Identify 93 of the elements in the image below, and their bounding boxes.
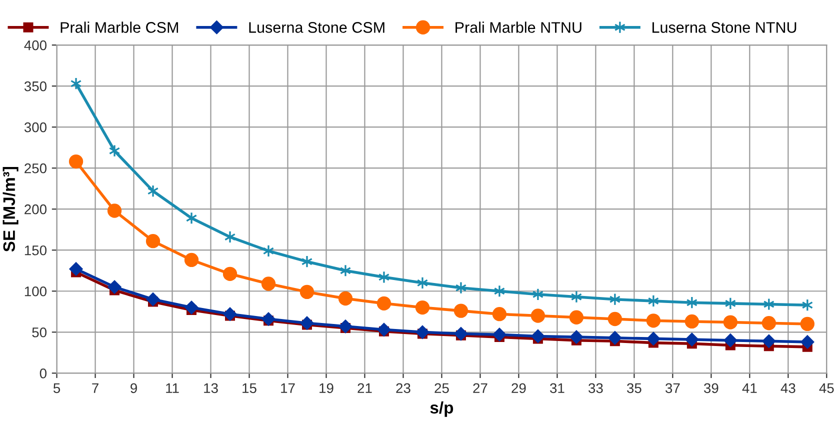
point: [378, 270, 390, 284]
x-tick-label: 29: [512, 383, 526, 394]
point: [762, 334, 776, 348]
y-tick-label: 350: [24, 81, 47, 92]
point: [146, 292, 160, 306]
x-tick-label: 43: [780, 383, 796, 394]
point: [108, 280, 122, 294]
point: [646, 314, 661, 328]
point: [608, 312, 622, 326]
point: [300, 316, 314, 330]
point: [531, 330, 545, 343]
x-tick-label: 27: [473, 383, 488, 393]
legend-label: Prali Marble NTNU: [456, 22, 582, 33]
point: [608, 331, 622, 345]
point: [569, 310, 584, 324]
point: [262, 312, 276, 326]
y-tick-label: 50: [32, 327, 47, 338]
point: [492, 307, 507, 322]
point: [415, 300, 430, 315]
x-axis-title: s/p: [430, 401, 454, 417]
point: [186, 212, 198, 225]
point: [686, 296, 698, 309]
point: [301, 255, 313, 268]
y-tick-label: 0: [40, 368, 47, 378]
point: [494, 284, 506, 298]
x-tick-label: 23: [396, 383, 410, 394]
point: [570, 330, 584, 344]
x-tick-label: 33: [588, 383, 603, 394]
y-tick-label: 400: [24, 40, 47, 50]
point: [724, 334, 738, 348]
point: [416, 325, 430, 339]
point: [108, 144, 120, 158]
point: [338, 291, 353, 306]
point: [800, 335, 814, 349]
point: [184, 300, 198, 314]
y-tick-label: 100: [24, 286, 47, 296]
point: [340, 264, 352, 278]
point: [70, 77, 82, 90]
x-tick-label: 31: [550, 383, 564, 394]
x-tick-label: 21: [358, 383, 372, 393]
legend-label: Luserna Stone CSM: [249, 22, 384, 33]
point: [223, 307, 237, 321]
point: [646, 332, 660, 346]
x-tick-label: 35: [626, 383, 642, 394]
point: [609, 292, 621, 306]
point: [454, 304, 468, 318]
point: [454, 327, 468, 341]
y-tick-label: 150: [24, 245, 47, 256]
x-tick-label: 37: [665, 383, 680, 394]
point: [416, 276, 428, 290]
legend-label: Prali Marble CSM: [60, 22, 178, 33]
point: [147, 184, 159, 198]
point: [684, 314, 700, 329]
point: [723, 315, 738, 330]
point: [570, 290, 582, 304]
point: [184, 252, 199, 268]
x-tick-label: 19: [320, 383, 334, 394]
y-axis-title: SE [MJ/m³]: [2, 166, 18, 252]
x-tick-label: 39: [704, 383, 718, 394]
point: [146, 234, 160, 248]
point: [224, 230, 236, 244]
point: [455, 281, 467, 294]
point: [262, 244, 274, 258]
x-tick-label: 13: [204, 383, 218, 394]
x-tick-label: 41: [742, 383, 757, 393]
point: [492, 328, 506, 342]
point: [222, 266, 238, 281]
point: [107, 204, 122, 218]
x-tick-label: 17: [281, 383, 295, 393]
x-tick-label: 15: [242, 383, 256, 394]
y-tick-label: 250: [24, 163, 47, 174]
point: [648, 294, 660, 308]
point: [532, 288, 544, 301]
x-tick-label: 9: [130, 383, 137, 394]
point: [377, 322, 391, 336]
point: [69, 262, 83, 276]
y-tick-label: 200: [24, 204, 47, 214]
x-tick-label: 45: [819, 383, 834, 394]
point: [68, 154, 84, 169]
point: [376, 296, 392, 311]
y-tick-label: 300: [24, 122, 47, 132]
point: [530, 308, 546, 323]
point: [338, 320, 352, 334]
x-tick-label: 7: [92, 383, 98, 393]
point: [300, 284, 314, 300]
point: [261, 276, 276, 291]
x-tick-label: 25: [434, 383, 449, 394]
point: [800, 316, 814, 332]
x-tick-label: 5: [53, 383, 60, 394]
legend-label: Luserna Stone NTNU: [652, 22, 796, 33]
point: [762, 316, 776, 330]
point: [685, 332, 699, 346]
x-tick-label: 11: [166, 383, 179, 393]
